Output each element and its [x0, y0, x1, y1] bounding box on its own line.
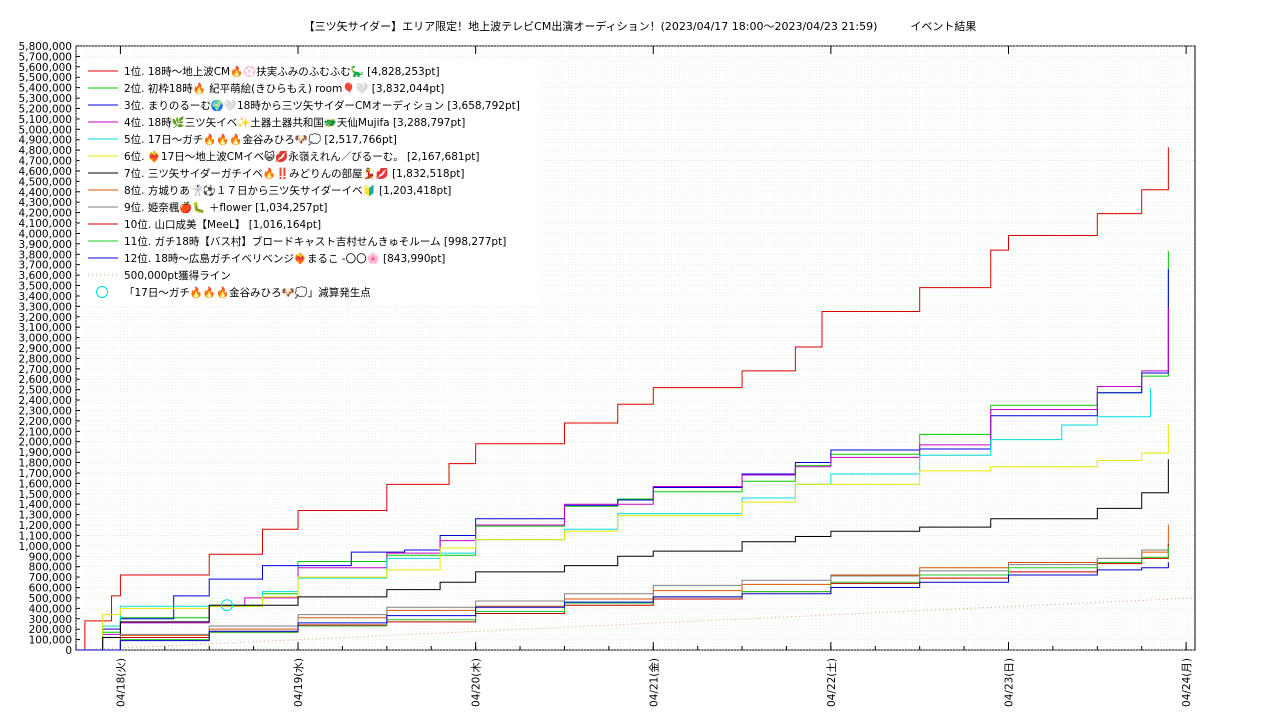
legend-marker-icon: [96, 286, 108, 298]
y-tick-label: 4,700,000: [19, 156, 72, 168]
y-tick-label: 2,200,000: [19, 416, 72, 428]
y-tick-label: 3,300,000: [19, 301, 72, 313]
y-tick-label: 1,700,000: [19, 468, 72, 480]
y-tick-label: 0: [65, 645, 72, 657]
y-tick-label: 100,000: [29, 635, 72, 647]
y-tick-label: 2,000,000: [19, 437, 72, 449]
y-tick-label: 1,200,000: [19, 520, 72, 532]
y-tick-label: 2,800,000: [19, 353, 72, 365]
y-tick-label: 1,300,000: [19, 510, 72, 522]
y-tick-label: 1,600,000: [19, 478, 72, 490]
y-tick-label: 4,100,000: [19, 218, 72, 230]
x-tick-label: 04/22(土): [825, 658, 838, 707]
y-tick-label: 2,300,000: [19, 405, 72, 417]
y-tick-label: 5,800,000: [19, 41, 72, 53]
y-tick-label: 3,700,000: [19, 260, 72, 272]
x-tick-label: 04/21(金): [647, 658, 660, 707]
legend-label-reference: 500,000pt獲得ライン: [124, 269, 231, 282]
legend-label: 8位. 方城りあ🤺⚽１７日から三ツ矢サイダーイベ🔰 [1,203,418pt]: [124, 184, 451, 197]
y-tick-label: 1,800,000: [19, 458, 72, 470]
legend-label-marker: 「17日〜ガチ🔥🔥🔥金谷みひろ🐶💭」減算発生点: [124, 286, 371, 299]
x-tick-label: 04/19(水): [293, 658, 305, 707]
y-tick-label: 5,200,000: [19, 103, 72, 115]
legend-label: 5位. 17日〜ガチ🔥🔥🔥金谷みひろ🐶💭 [2,517,766pt]: [124, 133, 397, 146]
y-tick-label: 500,000: [29, 593, 72, 605]
y-tick-label: 900,000: [29, 551, 72, 563]
y-tick-label: 5,400,000: [19, 83, 72, 95]
y-tick-label: 800,000: [29, 562, 72, 574]
y-tick-label: 4,300,000: [19, 197, 72, 209]
deduction-marker: [220, 599, 233, 612]
series-line-12: [76, 562, 1169, 651]
x-tick-label: 04/20(木): [471, 658, 483, 707]
legend-label: 12位. 18時〜広島ガチイベリベンジ❤️‍🔥まるこ -〇〇🌸 [843,990…: [124, 252, 445, 265]
y-tick-label: 2,600,000: [19, 374, 72, 386]
y-tick-label: 5,100,000: [19, 114, 72, 126]
chart-title: 【三ツ矢サイダー】エリア限定！地上波テレビCM出演オーディション！(2023/0…: [303, 20, 977, 33]
y-tick-label: 3,200,000: [19, 312, 72, 324]
y-tick-label: 2,500,000: [19, 385, 72, 397]
y-tick-label: 3,600,000: [19, 270, 72, 282]
y-tick-label: 3,900,000: [19, 239, 72, 251]
y-tick-label: 2,900,000: [19, 343, 72, 355]
y-tick-label: 400,000: [29, 603, 72, 615]
series-line-1: [76, 147, 1169, 651]
y-tick-label: 1,900,000: [19, 447, 72, 459]
x-tick-label: 04/23(日): [1004, 658, 1016, 707]
legend-label: 3位. まりのるーむ🌍🤍18時から三ツ矢サイダーCMオーディション [3,658…: [124, 99, 520, 112]
y-tick-label: 3,500,000: [19, 281, 72, 293]
y-tick-label: 4,900,000: [19, 135, 72, 147]
y-tick-label: 2,100,000: [19, 426, 72, 438]
legend-label: 6位. ❤️‍🔥17日〜地上波CMイベ😺💋永嶺えれん／びるーむ。 [2,167,…: [124, 150, 479, 163]
y-tick-label: 3,100,000: [19, 322, 72, 334]
legend-label: 9位. 姫奈楓🍎🐛 ＋flower [1,034,257pt]: [124, 201, 328, 214]
y-tick-label: 3,400,000: [19, 291, 72, 303]
legend-label: 7位. 三ツ矢サイダーガチイベ🔥‼️みどりんの部屋💃💋 [1,832,518pt…: [124, 167, 464, 180]
legend-label: 10位. 山口成美【MeeL】 [1,016,164pt]: [124, 218, 321, 231]
y-tick-label: 5,000,000: [19, 124, 72, 136]
legend-label: 11位. ガチ18時【バス村】ブロードキャスト吉村せんきゅそルーム [998,2…: [124, 235, 506, 248]
y-tick-label: 600,000: [29, 583, 72, 595]
y-tick-label: 5,300,000: [19, 93, 72, 105]
y-tick-label: 200,000: [29, 624, 72, 636]
x-tick-label: 04/24(月): [1181, 658, 1193, 707]
y-tick-label: 2,700,000: [19, 364, 72, 376]
legend-label: 1位. 18時〜地上波CM🔥💮扶実ふみのふむふむ🦕 [4,828,253pt]: [124, 65, 440, 78]
y-tick-label: 300,000: [29, 614, 72, 626]
x-tick-label: 04/18(火): [115, 658, 127, 707]
reference-line: [75, 597, 1196, 651]
y-tick-label: 1,500,000: [19, 489, 72, 501]
y-tick-label: 4,600,000: [19, 166, 72, 178]
y-tick-label: 4,200,000: [19, 208, 72, 220]
legend-label: 4位. 18時🌿三ツ矢イベ✨土器土器共和国🐲天仙Mujifa [3,288,79…: [124, 116, 465, 129]
y-tick-label: 3,800,000: [19, 249, 72, 261]
y-tick-label: 1,400,000: [19, 499, 72, 511]
y-tick-label: 4,500,000: [19, 176, 72, 188]
legend-box: [82, 60, 542, 305]
series-line-7: [76, 459, 1169, 651]
legend-label: 2位. 初枠18時🔥 紀平萌絵(きひらもえ) room🎈🤍 [3,832,044…: [124, 82, 444, 95]
y-tick-label: 700,000: [29, 572, 72, 584]
y-tick-label: 3,000,000: [19, 333, 72, 345]
y-tick-label: 4,800,000: [19, 145, 72, 157]
y-tick-label: 2,400,000: [19, 395, 72, 407]
y-tick-label: 1,100,000: [19, 530, 72, 542]
y-tick-label: 1,000,000: [19, 541, 72, 553]
y-tick-label: 4,000,000: [19, 228, 72, 240]
y-tick-label: 4,400,000: [19, 187, 72, 199]
y-tick-label: 5,600,000: [19, 62, 72, 74]
y-tick-label: 5,500,000: [19, 72, 72, 84]
y-tick-label: 5,700,000: [19, 51, 72, 63]
